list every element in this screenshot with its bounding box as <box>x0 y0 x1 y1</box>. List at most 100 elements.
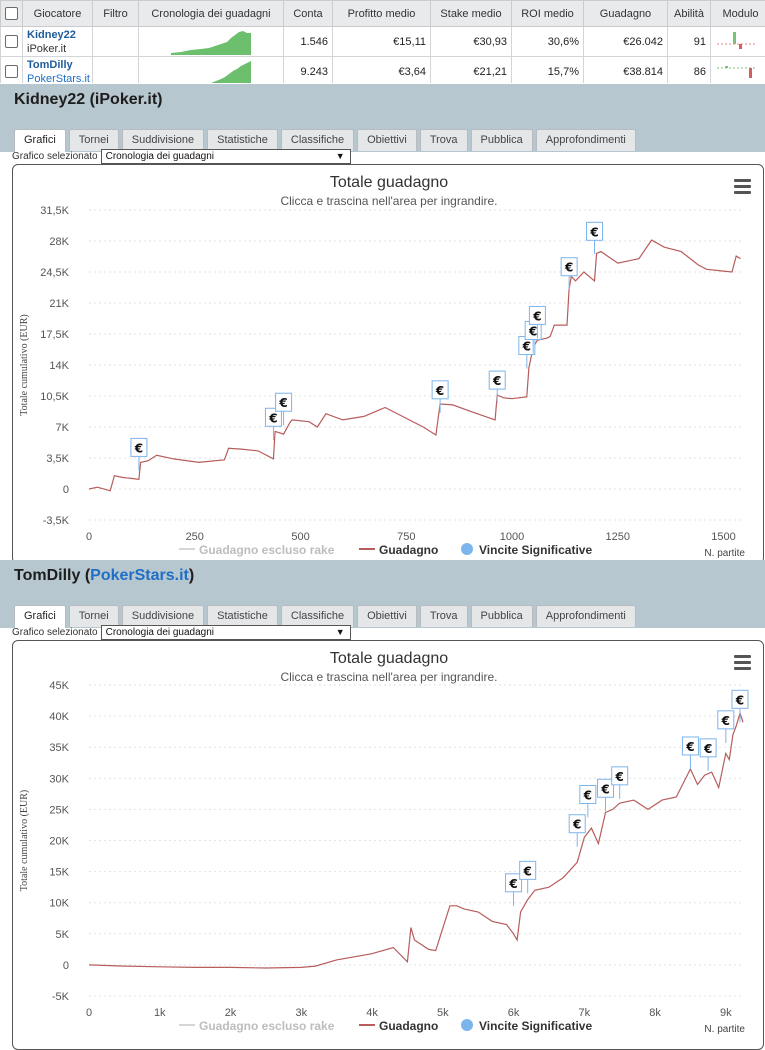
tab-obiettivi[interactable]: Obiettivi <box>357 129 417 151</box>
significant-win-marker[interactable]: € <box>568 814 586 847</box>
chart-menu-icon[interactable] <box>734 179 751 197</box>
chart-svg[interactable]: Totale guadagno Clicca e trascina nell'ar… <box>13 165 764 564</box>
significant-win-marker[interactable]: € <box>717 710 735 743</box>
tab-suddivisione[interactable]: Suddivisione <box>121 129 205 151</box>
form-indicator <box>717 65 757 78</box>
y-tick-label: 15K <box>49 867 69 879</box>
legend-label: Guadagno escluso rake <box>199 543 335 557</box>
tab-obiettivi[interactable]: Obiettivi <box>357 605 417 627</box>
significant-win-marker[interactable]: € <box>275 392 293 426</box>
y-tick-label: 3,5K <box>46 453 69 465</box>
col-header-stake-medio[interactable]: Stake medio <box>430 0 512 27</box>
marker-box <box>505 873 523 893</box>
tab-grafici[interactable]: Grafici <box>14 129 66 152</box>
significant-win-marker[interactable]: € <box>518 336 536 369</box>
tab-approfondimenti[interactable]: Approfondimenti <box>535 605 636 627</box>
col-header-roi-medio[interactable]: ROI medio <box>511 0 584 27</box>
row-checkbox-cell[interactable] <box>0 26 23 57</box>
y-tick-label: 10,5K <box>40 391 69 403</box>
col-header-abilita[interactable]: Abilità <box>667 0 711 27</box>
col-header-modulo[interactable]: Modulo <box>710 0 765 27</box>
col-header-filtro[interactable]: Filtro <box>92 0 139 27</box>
significant-win-marker[interactable]: € <box>579 784 597 818</box>
significant-win-marker[interactable]: € <box>519 860 537 894</box>
legend-item[interactable]: Guadagno <box>359 543 438 557</box>
significant-win-marker[interactable]: € <box>488 370 506 404</box>
section-header: TomDilly (PokerStars.it) Grafici Tornei … <box>0 560 765 628</box>
select-all-checkbox[interactable] <box>5 7 18 20</box>
player-cell: TomDilly PokerStars.it <box>22 56 93 84</box>
section-tabs: Grafici Tornei Suddivisione Statistiche … <box>14 605 639 628</box>
significant-win-marker[interactable]: € <box>611 766 629 799</box>
significant-win-marker[interactable]: € <box>528 305 546 339</box>
chart-menu-icon[interactable] <box>734 655 751 673</box>
legend-symbol <box>461 1019 473 1031</box>
significant-win-marker[interactable]: € <box>264 407 282 441</box>
row-checkbox-cell[interactable] <box>0 56 23 83</box>
tab-tornei[interactable]: Tornei <box>68 129 119 151</box>
profitto-value: €3,64 <box>332 56 431 83</box>
section-site-link[interactable]: PokerStars.it <box>90 567 189 584</box>
players-table: Giocatore Filtro Cronologia dei guadagni… <box>0 0 765 83</box>
legend-item[interactable]: Guadagno escluso rake <box>179 1019 335 1033</box>
tab-trova[interactable]: Trova <box>419 129 468 151</box>
tab-trova[interactable]: Trova <box>419 605 468 627</box>
legend-item[interactable]: Vincite Significative <box>461 543 592 557</box>
tab-grafici[interactable]: Grafici <box>14 605 66 628</box>
tab-pubblica[interactable]: Pubblica <box>470 605 533 627</box>
tab-suddivisione[interactable]: Suddivisione <box>121 605 205 627</box>
tab-approfondimenti[interactable]: Approfondimenti <box>535 129 636 151</box>
chart-title: Totale guadagno <box>330 174 448 191</box>
euro-icon: € <box>589 225 598 239</box>
col-header-conta[interactable]: Conta <box>283 0 333 27</box>
col-header-profitto-medio[interactable]: Profitto medio <box>332 0 431 27</box>
chart-container[interactable]: Totale guadagno Clicca e trascina nell'ar… <box>12 640 764 1050</box>
col-header-cronologia[interactable]: Cronologia dei guadagni <box>138 0 284 27</box>
y-tick-label: 24,5K <box>40 267 69 279</box>
tab-classifiche[interactable]: Classifiche <box>280 129 355 151</box>
row-checkbox[interactable] <box>5 35 18 48</box>
roi-value: 15,7% <box>511 56 584 83</box>
col-header-guadagno[interactable]: Guadagno <box>583 0 668 27</box>
abilita-value: 91 <box>667 26 711 57</box>
significant-win-marker[interactable]: € <box>586 221 604 255</box>
tab-pubblica[interactable]: Pubblica <box>470 129 533 151</box>
x-tick-label: 0 <box>86 531 92 543</box>
x-axis-label: N. partite <box>704 548 745 559</box>
significant-win-marker[interactable]: € <box>681 736 699 769</box>
row-checkbox[interactable] <box>5 65 18 78</box>
significant-win-marker[interactable]: € <box>731 689 749 723</box>
player-name-link[interactable]: TomDilly <box>27 58 73 71</box>
chart-selector-label: Grafico selezionato <box>12 627 98 638</box>
chart-container[interactable]: Totale guadagno Clicca e trascina nell'ar… <box>12 164 764 564</box>
legend-label: Guadagno <box>379 1019 438 1033</box>
player-name-link[interactable]: Kidney22 <box>27 28 76 41</box>
select-all-header[interactable] <box>0 0 23 27</box>
significant-win-marker[interactable]: € <box>597 778 615 812</box>
tab-classifiche[interactable]: Classifiche <box>280 605 355 627</box>
chart-selector-dropdown[interactable]: Cronologia dei guadagni ▼ <box>100 149 351 164</box>
section-player-name: TomDilly <box>14 567 81 584</box>
table-header-row: Giocatore Filtro Cronologia dei guadagni… <box>0 0 765 27</box>
significant-win-marker[interactable]: € <box>130 437 148 471</box>
tab-statistiche[interactable]: Statistiche <box>207 129 278 151</box>
y-tick-label: 40K <box>49 711 69 723</box>
y-tick-label: 20K <box>49 836 69 848</box>
tab-statistiche[interactable]: Statistiche <box>207 605 278 627</box>
legend-item[interactable]: Guadagno <box>359 1019 438 1033</box>
legend-item[interactable]: Guadagno escluso rake <box>179 543 335 557</box>
chart-svg[interactable]: Totale guadagno Clicca e trascina nell'ar… <box>13 641 764 1050</box>
marker-box <box>731 689 749 709</box>
col-header-giocatore[interactable]: Giocatore <box>22 0 93 27</box>
legend-item[interactable]: Vincite Significative <box>461 1019 592 1033</box>
significant-win-marker[interactable]: € <box>699 738 717 771</box>
significant-win-marker[interactable]: € <box>560 257 578 290</box>
tab-tornei[interactable]: Tornei <box>68 605 119 627</box>
form-indicator <box>717 31 757 49</box>
sparkline-fill <box>171 30 251 55</box>
significant-win-marker[interactable]: € <box>505 873 523 906</box>
chart-selector-dropdown[interactable]: Cronologia dei guadagni ▼ <box>100 625 351 640</box>
chart-selector-row: Grafico selezionato Cronologia dei guada… <box>12 149 351 164</box>
player-site-link[interactable]: PokerStars.it <box>27 72 90 84</box>
significant-win-marker[interactable]: € <box>431 380 449 413</box>
